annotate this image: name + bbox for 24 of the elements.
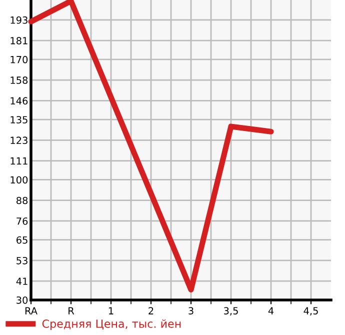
y-tick-label: 158 <box>10 76 28 84</box>
y-tick-label: 41 <box>16 278 28 285</box>
x-tick-label: 2 <box>148 307 154 314</box>
y-tick-label: 181 <box>10 37 28 44</box>
y-tick-label: 88 <box>16 196 28 204</box>
y-tick-label: 76 <box>16 217 28 225</box>
y-tick-label: 30 <box>16 296 28 304</box>
x-tick-label: 3,5 <box>224 307 238 316</box>
x-tick-label: RA <box>25 307 38 314</box>
y-tick-label: 111 <box>10 157 28 165</box>
y-tick-label: 123 <box>10 136 28 144</box>
y-tick-label: 193 <box>10 16 28 24</box>
x-tick-label: 4 <box>268 307 274 314</box>
y-tick-label: 146 <box>10 97 28 105</box>
y-tick-label: 65 <box>16 236 28 244</box>
y-tick-label: 170 <box>10 56 28 64</box>
y-tick-label: 53 <box>16 256 28 264</box>
y-tick-label: 135 <box>10 116 28 124</box>
legend-label: Средняя Цена, тыс. йен <box>42 319 181 330</box>
x-tick-label: R <box>68 307 74 314</box>
x-tick-label: 1 <box>108 307 114 314</box>
x-tick-label: 4,5 <box>304 307 318 316</box>
y-tick-label: 100 <box>10 176 28 184</box>
x-tick-label: 3 <box>188 307 194 314</box>
